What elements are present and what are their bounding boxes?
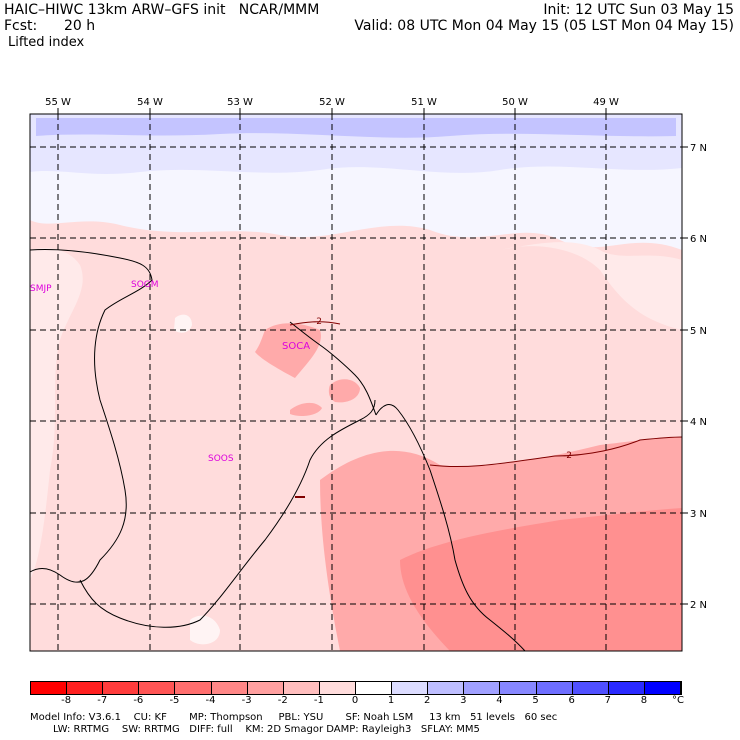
model-info-line1: Model Info: V3.6.1 CU: KF MP: Thompson P… xyxy=(30,712,558,723)
colorbar xyxy=(30,681,682,695)
colorbar-tick-label: 8 xyxy=(640,695,648,706)
colorbar-segment xyxy=(283,682,320,694)
colorbar-segment xyxy=(31,682,68,694)
colorbar-segment xyxy=(608,682,645,694)
colorbar-tick-label: -8 xyxy=(61,695,72,706)
colorbar-segment xyxy=(428,682,465,694)
lat-label-7n: 7 N xyxy=(690,143,707,154)
colorbar-tick-label: 3 xyxy=(460,695,467,706)
map-frame xyxy=(29,113,683,652)
forecast-label: Fcst: xyxy=(4,18,38,34)
colorbar-tick-label: -7 xyxy=(97,695,108,706)
colorbar-tick-label: -3 xyxy=(241,695,252,706)
colorbar-unit: °C xyxy=(672,695,684,706)
model-title: HAIC–HIWC 13km ARW–GFS init NCAR/MMM xyxy=(4,2,320,18)
colorbar-tick-label: -2 xyxy=(277,695,288,706)
colorbar-segment xyxy=(572,682,609,694)
colorbar-segment xyxy=(536,682,573,694)
lat-label-5n: 5 N xyxy=(690,326,707,337)
colorbar-segment xyxy=(175,682,212,694)
lon-label-55w: 55 W xyxy=(45,97,71,108)
coastlines xyxy=(29,248,526,652)
colorbar-tick-label: 6 xyxy=(568,695,575,706)
colorbar-segment xyxy=(500,682,537,694)
colorbar-segment xyxy=(139,682,176,694)
lon-label-53w: 53 W xyxy=(227,97,253,108)
lat-lon-grid xyxy=(30,114,682,651)
colorbar-segment xyxy=(103,682,140,694)
lon-label-52w: 52 W xyxy=(319,97,345,108)
lat-label-2n: 2 N xyxy=(690,600,707,611)
contours xyxy=(289,321,683,498)
colorbar-segment xyxy=(67,682,104,694)
lifted-index-shading xyxy=(30,114,682,651)
colorbar-tick-label: 0 xyxy=(351,695,359,706)
station-soos: SOOS xyxy=(208,454,234,464)
colorbar-tick-label: -5 xyxy=(169,695,180,706)
colorbar-segment xyxy=(392,682,429,694)
lon-label-49w: 49 W xyxy=(593,97,619,108)
lat-label-6n: 6 N xyxy=(690,234,707,245)
forecast-hour: 20 h xyxy=(64,18,96,34)
colorbar-segment xyxy=(355,682,393,694)
lon-label-51w: 51 W xyxy=(411,97,437,108)
contour-label: -2 xyxy=(563,451,572,461)
colorbar-tick-label: 4 xyxy=(496,695,503,706)
colorbar-tick-label: -6 xyxy=(133,695,144,706)
colorbar-segment xyxy=(464,682,501,694)
axis-ticks xyxy=(57,108,688,605)
valid-time: Valid: 08 UTC Mon 04 May 15 (05 LST Mon … xyxy=(354,18,734,34)
station-soca: SOCA xyxy=(282,341,310,352)
colorbar-tick-label: 2 xyxy=(424,695,431,706)
station-smjp: SMJP xyxy=(30,284,52,294)
colorbar-segment xyxy=(211,682,248,694)
colorbar-segment xyxy=(644,682,681,694)
colorbar-tick-label: 7 xyxy=(604,695,611,706)
colorbar-tick-label: 5 xyxy=(532,695,539,706)
colorbar-segment xyxy=(319,682,356,694)
lat-label-3n: 3 N xyxy=(690,509,707,520)
lat-label-4n: 4 N xyxy=(690,417,707,428)
lon-label-50w: 50 W xyxy=(502,97,528,108)
station-sogm: SOGM xyxy=(131,280,159,290)
field-name: Lifted index xyxy=(8,35,85,50)
contour-label: -2 xyxy=(313,317,322,327)
colorbar-tick-label: -4 xyxy=(205,695,216,706)
colorbar-tick-label: -1 xyxy=(313,695,324,706)
colorbar-tick-label: 1 xyxy=(387,695,395,706)
colorbar-segment xyxy=(247,682,284,694)
model-info-line2: LW: RRTMG SW: RRTMG DIFF: full KM: 2D Sm… xyxy=(53,724,480,735)
lon-label-54w: 54 W xyxy=(137,97,163,108)
init-time: Init: 12 UTC Sun 03 May 15 xyxy=(543,2,734,18)
